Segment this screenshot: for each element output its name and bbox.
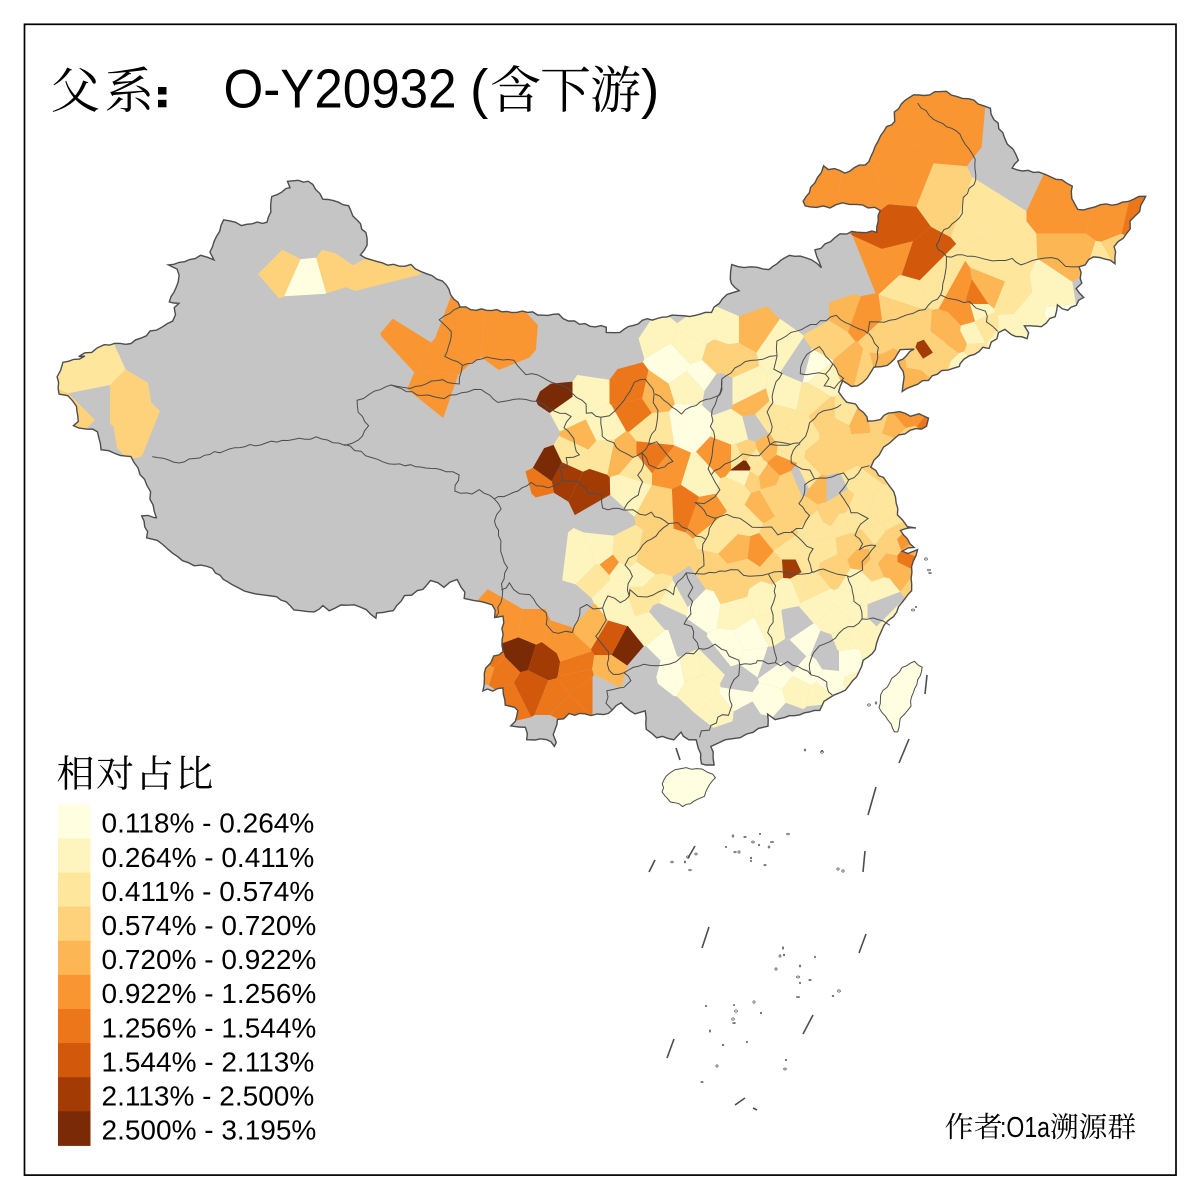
svg-text:): ): [641, 58, 659, 120]
svg-text:2.500% - 3.195%: 2.500% - 3.195%: [102, 1115, 317, 1146]
svg-text:1.256% - 1.544%: 1.256% - 1.544%: [102, 1012, 317, 1043]
svg-text:1.544% - 2.113%: 1.544% - 2.113%: [102, 1046, 315, 1077]
svg-text:0.922% - 1.256%: 0.922% - 1.256%: [102, 978, 317, 1009]
svg-text:0.118% - 0.264%: 0.118% - 0.264%: [102, 808, 315, 839]
svg-text:O-Y20932: O-Y20932: [224, 58, 457, 120]
svg-text:0.720% - 0.922%: 0.720% - 0.922%: [102, 944, 317, 975]
svg-text:0.264% - 0.411%: 0.264% - 0.411%: [102, 842, 315, 873]
svg-text:2.113% - 2.500%: 2.113% - 2.500%: [102, 1081, 315, 1112]
svg-text::O1a: :O1a: [1000, 1112, 1051, 1144]
svg-text:0.411% - 0.574%: 0.411% - 0.574%: [102, 876, 315, 907]
svg-text:(: (: [470, 58, 488, 120]
svg-text:0.574% - 0.720%: 0.574% - 0.720%: [102, 910, 317, 941]
